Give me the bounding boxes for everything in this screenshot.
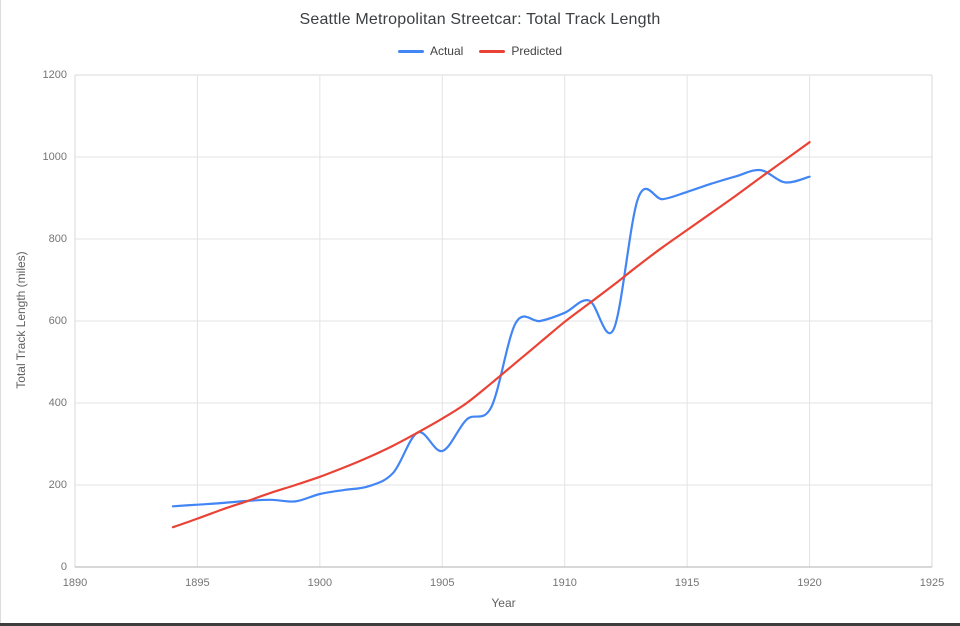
legend-item-predicted[interactable]: Predicted	[479, 44, 562, 58]
y-tick-label: 800	[48, 233, 67, 245]
x-tick-label: 1900	[307, 577, 333, 589]
x-tick-label: 1890	[62, 577, 88, 589]
x-tick-label: 1920	[797, 577, 822, 589]
x-tick-label: 1915	[674, 577, 700, 589]
predicted-line-swatch-icon	[479, 49, 506, 53]
predicted-series-line[interactable]	[171, 141, 811, 529]
legend: Actual Predicted	[0, 43, 960, 59]
y-tick-label: 1200	[42, 69, 67, 81]
x-tick-label: 1910	[552, 577, 577, 589]
x-tick-label: 1895	[185, 577, 210, 589]
x-axis-title: Year	[491, 596, 516, 610]
y-tick-label: 200	[48, 479, 67, 491]
actual-series-line[interactable]	[171, 168, 811, 508]
window-left-edge	[0, 0, 1, 626]
legend-item-actual[interactable]: Actual	[397, 44, 464, 58]
y-axis-title: Total Track Length (miles)	[14, 251, 28, 389]
window-bottom-edge	[0, 623, 960, 626]
legend-label: Predicted	[511, 44, 563, 58]
y-tick-label: 400	[48, 397, 67, 409]
y-tick-label: 0	[60, 561, 67, 573]
y-tick-label: 600	[48, 315, 67, 327]
x-tick-label: 1925	[919, 577, 945, 589]
y-tick-label: 1000	[42, 151, 67, 163]
x-tick-label: 1905	[430, 577, 455, 589]
legend-label: Actual	[429, 44, 464, 58]
chart-title: Seattle Metropolitan Streetcar: Total Tr…	[299, 11, 661, 28]
actual-line-swatch-icon	[397, 49, 424, 53]
